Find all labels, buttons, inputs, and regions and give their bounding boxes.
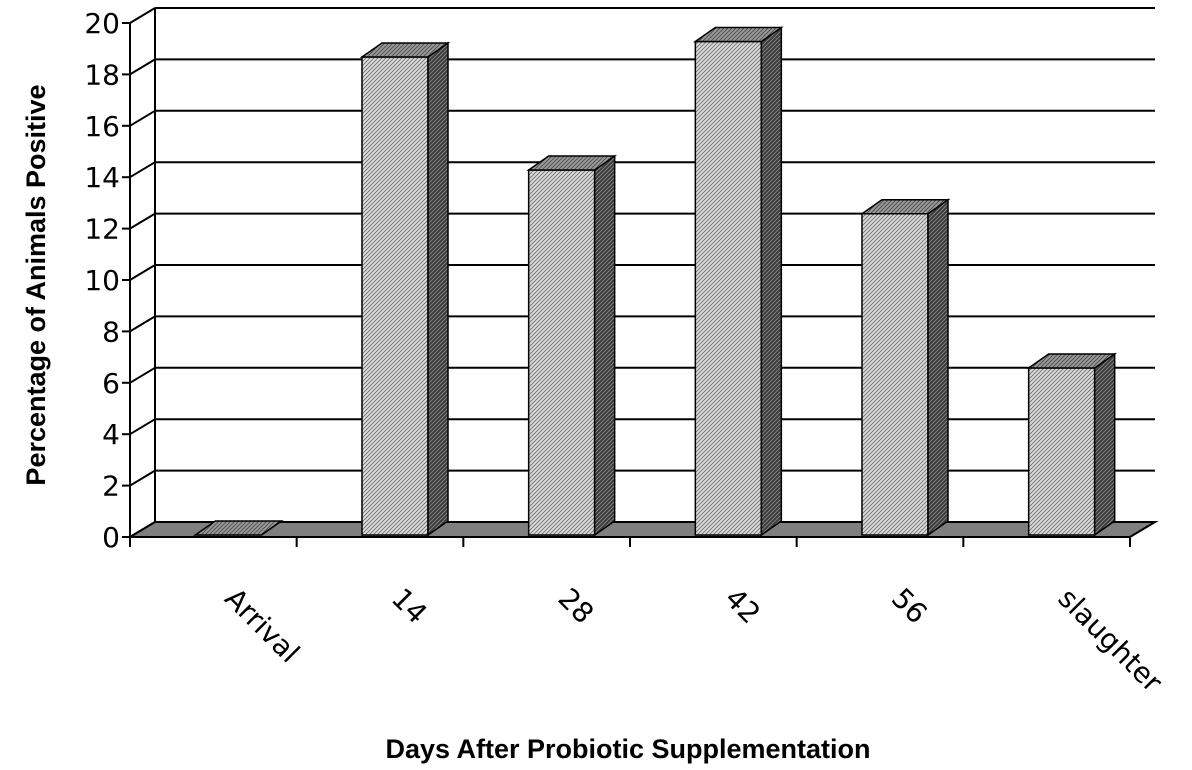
bar-top [1026, 353, 1118, 369]
bar-side [593, 154, 616, 537]
bar [526, 154, 618, 537]
bar-top [692, 26, 784, 43]
bar-side [1093, 352, 1116, 537]
x-axis-title: Days After Probiotic Supplementation [385, 734, 870, 764]
bar-top [526, 155, 618, 171]
y-tick-label: 14 [84, 161, 120, 194]
y-tick-label: 8 [102, 315, 120, 348]
bars [192, 26, 1118, 537]
gridlines [129, 7, 1155, 538]
x-tick-labels: Arrival 14 28 42 56 slaughter [218, 582, 1169, 699]
wall-gridline [129, 161, 156, 179]
bar [692, 26, 784, 537]
y-tick-label: 4 [102, 418, 120, 451]
y-tick-label: 10 [84, 264, 120, 297]
bar [359, 41, 451, 537]
x-tick-label: 14 [385, 582, 434, 631]
wall-gridline [129, 109, 156, 127]
chart-floor [126, 521, 1159, 538]
bar-top [859, 199, 951, 215]
bar-front [1027, 367, 1096, 536]
bar-front [694, 40, 763, 536]
x-tick-label: Arrival [218, 582, 306, 670]
wall-gridline [129, 315, 156, 333]
y-tick-labels: 0 2 4 6 8 10 12 14 16 18 20 [84, 7, 120, 554]
bar-front [527, 169, 596, 536]
bar [859, 198, 951, 537]
bar-front [861, 213, 929, 536]
wall-gridline [129, 469, 156, 487]
x-tick-label: 56 [885, 582, 934, 631]
bar-top [359, 42, 451, 58]
y-axis-title: Percentage of Animals Positive [21, 84, 51, 485]
bar [192, 520, 284, 536]
x-tick-label: 42 [718, 582, 767, 631]
wall-gridline [129, 264, 156, 281]
y-tick-label: 16 [84, 110, 120, 143]
bar [1026, 352, 1118, 537]
y-tick-label: 20 [84, 7, 120, 40]
wall-gridline [129, 7, 156, 24]
floor-plane [126, 521, 1159, 538]
y-tick-label: 6 [102, 367, 120, 400]
x-tick-label: slaughter [1052, 582, 1169, 699]
bar-front [361, 56, 429, 536]
y-tick-label: 2 [102, 470, 120, 503]
bar-top [192, 520, 284, 536]
wall-gridline [129, 58, 156, 76]
x-tick-label: 28 [552, 582, 601, 631]
wall-gridline [129, 366, 156, 384]
y-tick-label: 18 [84, 58, 120, 91]
bar-side [927, 198, 949, 537]
bar-side [760, 26, 783, 537]
axes [122, 8, 1131, 547]
y-tick-label: 12 [84, 213, 120, 246]
bar-side [427, 41, 449, 537]
wall-gridline [129, 418, 156, 436]
y-tick-label: 0 [102, 521, 120, 554]
wall-gridline [129, 212, 156, 230]
